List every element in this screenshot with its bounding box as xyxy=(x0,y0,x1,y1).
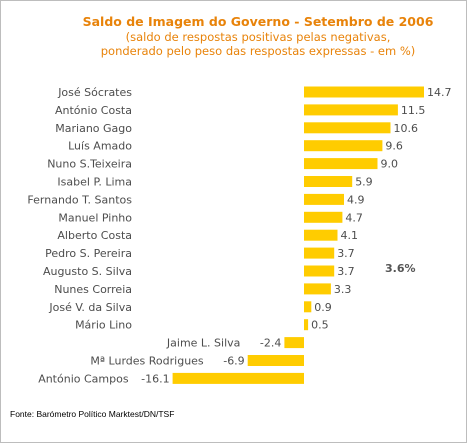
bar-jaime-l-silva xyxy=(284,337,304,349)
bar-nunes-correia xyxy=(304,283,331,295)
bars-group: José Sócrates 14.7 António Costa 11.5 Marian… xyxy=(27,86,451,385)
category-label-alberto-costa: Alberto Costa xyxy=(57,229,132,242)
bar-augusto-s-silva xyxy=(304,265,335,277)
bar-jose-socrates xyxy=(304,86,424,98)
bar-antonio-campos xyxy=(172,372,304,384)
value-label-manuel-pinho: 4.7 xyxy=(345,211,363,224)
value-label-antonio-campos: -16.1 xyxy=(141,372,169,385)
value-label-nuno-s-teixeira: 9.0 xyxy=(381,158,399,171)
bar-m-lurdes-rodrigues xyxy=(247,355,304,366)
category-label-isabel-p-lima: Isabel P. Lima xyxy=(57,176,132,189)
category-label-luis-amado: Luís Amado xyxy=(68,140,132,153)
value-label-mario-lino: 0.5 xyxy=(311,319,329,332)
value-label-jose-v-da-silva: 0.9 xyxy=(314,301,332,314)
value-label-alberto-costa: 4.1 xyxy=(341,229,359,242)
bar-luis-amado xyxy=(304,140,383,152)
bar-jose-v-da-silva xyxy=(304,301,312,313)
value-label-nunes-correia: 3.3 xyxy=(334,283,352,296)
value-label-luis-amado: 9.6 xyxy=(385,140,403,153)
category-label-mariano-gago: Mariano Gago xyxy=(55,122,132,135)
category-label-fernando-t-santos: Fernando T. Santos xyxy=(27,193,132,206)
value-label-isabel-p-lima: 5.9 xyxy=(355,176,373,189)
bar-pedro-s-pereira xyxy=(304,247,335,259)
category-label-augusto-s-silva: Augusto S. Silva xyxy=(43,265,132,278)
chart-subtitle-line-1: (saldo de respostas positivas pelas nega… xyxy=(126,30,391,44)
bar-antonio-costa xyxy=(304,104,398,116)
bar-mariano-gago xyxy=(304,122,391,134)
category-label-m-lurdes-rodrigues: Mª Lurdes Rodrigues xyxy=(90,355,204,368)
category-label-antonio-campos: António Campos xyxy=(38,372,129,385)
category-label-mario-lino: Mário Lino xyxy=(75,319,132,332)
bar-nuno-s-teixeira xyxy=(304,158,378,170)
chart-title: Saldo de Imagem do Governo - Setembro de… xyxy=(83,14,434,29)
category-label-jose-socrates: José Sócrates xyxy=(57,86,132,99)
category-label-pedro-s-pereira: Pedro S. Pereira xyxy=(45,247,132,260)
value-label-antonio-costa: 11.5 xyxy=(401,104,426,117)
value-label-mariano-gago: 10.6 xyxy=(394,122,419,135)
category-label-manuel-pinho: Manuel Pinho xyxy=(58,211,132,224)
category-label-jaime-l-silva: Jaime L. Silva xyxy=(166,337,241,350)
category-label-antonio-costa: António Costa xyxy=(55,104,132,117)
category-label-jose-v-da-silva: José V. da Silva xyxy=(48,301,132,314)
value-label-augusto-s-silva: 3.7 xyxy=(337,265,355,278)
category-label-nuno-s-teixeira: Nuno S.Teixeira xyxy=(47,158,132,171)
bar-manuel-pinho xyxy=(304,211,343,223)
bar-isabel-p-lima xyxy=(304,176,353,187)
bar-fernando-t-santos xyxy=(304,193,344,205)
value-label-pedro-s-pereira: 3.7 xyxy=(337,247,355,260)
bar-mario-lino xyxy=(304,319,309,331)
value-label-jaime-l-silva: -2.4 xyxy=(260,337,281,350)
bar-alberto-costa xyxy=(304,229,338,241)
source-note: Fonte: Barómetro Político Marktest/DN/TS… xyxy=(10,409,174,419)
value-label-jose-socrates: 14.7 xyxy=(427,86,452,99)
value-label-fernando-t-santos: 4.9 xyxy=(347,193,365,206)
average-annotation: 3.6% xyxy=(385,262,416,275)
chart-subtitle-line-2: ponderado pelo peso das respostas expres… xyxy=(101,44,416,58)
category-label-nunes-correia: Nunes Correia xyxy=(54,283,132,296)
value-label-m-lurdes-rodrigues: -6.9 xyxy=(223,355,244,368)
